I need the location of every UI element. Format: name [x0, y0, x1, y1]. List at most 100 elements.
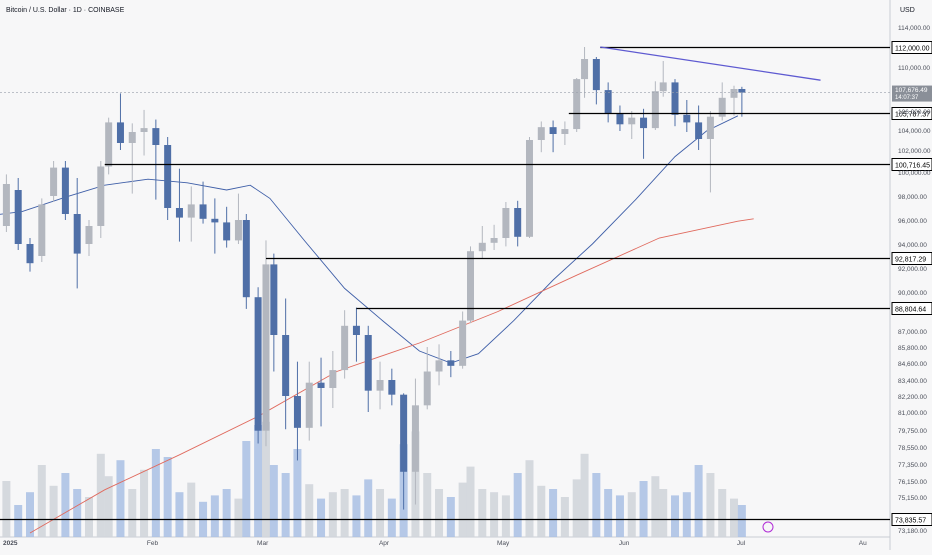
volume-bar [458, 482, 467, 537]
volume-bar [2, 481, 11, 537]
candle-body[interactable] [616, 113, 624, 125]
volume-bar [446, 497, 455, 537]
candle-body[interactable] [478, 242, 486, 252]
candle-body[interactable] [223, 222, 231, 241]
candle-body[interactable] [659, 82, 667, 92]
candle-body[interactable] [85, 226, 93, 244]
volume-bar [682, 492, 691, 537]
candle-body[interactable] [502, 208, 510, 238]
candle-body[interactable] [411, 405, 419, 472]
volume-bar [627, 492, 636, 537]
candle-body[interactable] [525, 140, 533, 237]
candle-body[interactable] [466, 251, 474, 321]
trendline[interactable] [600, 46, 821, 81]
candle-body[interactable] [234, 220, 242, 241]
x-tick-label: 2025 [3, 540, 18, 547]
candle-body[interactable] [152, 128, 160, 145]
x-tick-label: Mar [257, 540, 269, 547]
price-level-tag [891, 252, 932, 265]
candle-body[interactable] [490, 238, 498, 243]
event-marker-icon[interactable] [762, 521, 774, 533]
candle-body[interactable] [388, 380, 396, 395]
candle-body[interactable] [282, 335, 290, 396]
candle-body[interactable] [14, 190, 22, 244]
volume-bar [116, 460, 125, 537]
candle-body[interactable] [718, 97, 726, 117]
candle-body[interactable] [341, 325, 349, 371]
candle-body[interactable] [400, 394, 408, 472]
volume-bar [281, 473, 290, 537]
volume-bar [694, 465, 703, 537]
y-tick-label: 82,200.00 [898, 394, 927, 401]
volume-bar [592, 473, 601, 537]
candle-body[interactable] [683, 114, 691, 123]
y-tick-label: 96,000.00 [898, 218, 927, 225]
candle-body[interactable] [573, 79, 581, 130]
candle-body[interactable] [730, 89, 738, 98]
candle-body[interactable] [26, 244, 34, 264]
volume-bar [317, 498, 326, 537]
candle-body[interactable] [211, 218, 219, 223]
candle-body[interactable] [140, 128, 148, 132]
candle-body[interactable] [514, 208, 522, 237]
candle-body[interactable] [254, 297, 262, 431]
price-level-tag [891, 158, 932, 171]
candle-body[interactable] [435, 360, 443, 372]
candle-body[interactable] [671, 82, 679, 115]
candle-body[interactable] [262, 264, 270, 431]
volume-bar [261, 421, 270, 537]
candle-body[interactable] [38, 204, 46, 256]
candle-body[interactable] [604, 90, 612, 114]
volume-bar [718, 489, 727, 537]
candle-body[interactable] [97, 166, 105, 227]
candle-body[interactable] [738, 89, 746, 93]
price-level-label: 100,716.45 [895, 163, 930, 170]
candle-body[interactable] [561, 129, 569, 134]
candle-body[interactable] [187, 204, 195, 218]
candle-body[interactable] [549, 127, 557, 134]
candle-body[interactable] [695, 122, 703, 139]
candle-body[interactable] [305, 382, 313, 428]
candle-body[interactable] [364, 335, 372, 391]
candle-body[interactable] [199, 204, 207, 219]
volume-bar [26, 492, 34, 537]
candle-body[interactable] [651, 91, 659, 129]
price-level-tag [891, 513, 932, 526]
candle-body[interactable] [628, 117, 636, 125]
volume-bar [537, 485, 546, 537]
candle-body[interactable] [116, 122, 124, 143]
candle-body[interactable] [242, 220, 250, 298]
candle-body[interactable] [592, 59, 600, 91]
price-level-label: 112,000.00 [895, 46, 930, 53]
candle-body[interactable] [105, 122, 113, 167]
y-tick-label: 73,180.00 [898, 528, 927, 535]
candle-body[interactable] [423, 371, 431, 406]
candle-body[interactable] [73, 214, 81, 254]
candle-body[interactable] [640, 117, 648, 129]
candle-body[interactable] [447, 360, 455, 366]
candle-body[interactable] [270, 264, 278, 335]
candle-body[interactable] [2, 184, 10, 226]
volume-bar [96, 453, 105, 537]
candle-body[interactable] [164, 145, 172, 208]
candle-body[interactable] [175, 208, 183, 218]
volume-bar [671, 495, 680, 537]
candle-body[interactable] [329, 370, 337, 388]
candle-body[interactable] [61, 167, 69, 214]
y-tick-label: 78,550.00 [898, 445, 927, 452]
volume-bar [730, 498, 739, 537]
candle-body[interactable] [293, 396, 301, 428]
volume-bar [328, 492, 337, 537]
candle-body[interactable] [352, 325, 360, 335]
candle-body[interactable] [706, 116, 714, 139]
candle-body[interactable] [128, 132, 136, 143]
candle-body[interactable] [581, 59, 589, 80]
candle-body[interactable] [537, 127, 545, 140]
candle-body[interactable] [317, 382, 325, 388]
candle-body[interactable] [459, 320, 467, 366]
volume-bar [737, 505, 746, 537]
candle-body[interactable] [376, 380, 384, 391]
candle-body[interactable] [50, 167, 58, 196]
